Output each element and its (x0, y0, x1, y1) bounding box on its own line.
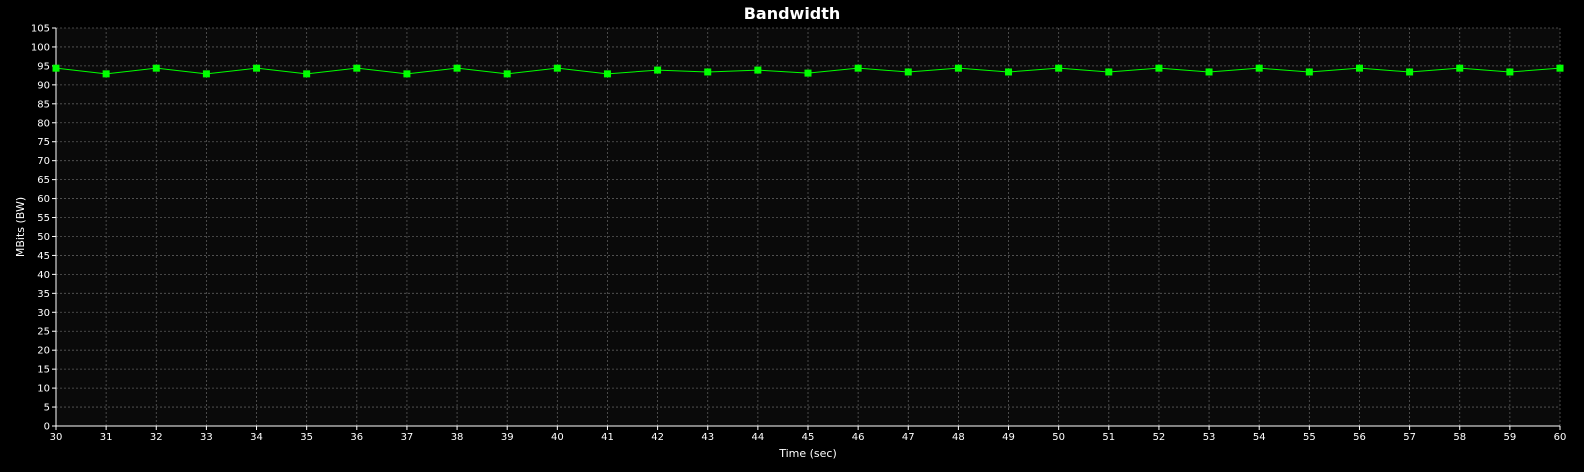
y-tick-label: 85 (37, 99, 50, 110)
x-tick-label: 32 (150, 432, 163, 443)
data-point (1506, 68, 1514, 76)
y-tick-label: 55 (37, 213, 50, 224)
data-point (403, 70, 411, 78)
grid-lines (55, 27, 1561, 427)
data-point (1005, 68, 1013, 76)
y-tick-label: 50 (37, 232, 50, 243)
y-tick-label: 30 (37, 308, 50, 319)
data-point (503, 70, 511, 78)
data-point (904, 68, 912, 76)
y-tick-label: 75 (37, 137, 50, 148)
data-point (754, 66, 762, 74)
y-tick-label: 40 (37, 270, 50, 281)
data-point (1406, 68, 1414, 76)
x-tick-label: 44 (751, 432, 764, 443)
x-axis-ticks: 30 31 32 33 34 35 36 37 38 39 40 41 42 43 44 45 46 47 48 49… (50, 426, 1567, 443)
x-tick-label: 33 (200, 432, 213, 443)
y-tick-label: 45 (37, 251, 50, 262)
data-point (1556, 64, 1564, 72)
x-tick-label: 45 (802, 432, 815, 443)
y-tick-label: 90 (37, 80, 50, 91)
x-tick-label: 47 (902, 432, 915, 443)
axes (55, 28, 1560, 427)
x-tick-label: 52 (1153, 432, 1166, 443)
data-point (1155, 64, 1163, 72)
y-tick-label: 20 (37, 346, 50, 357)
x-tick-label: 58 (1453, 432, 1466, 443)
data-point (303, 70, 311, 78)
x-tick-label: 50 (1052, 432, 1065, 443)
x-tick-label: 51 (1102, 432, 1115, 443)
data-point (253, 64, 261, 72)
x-tick-label: 39 (501, 432, 514, 443)
data-point (704, 68, 712, 76)
data-point (1456, 64, 1464, 72)
y-tick-label: 70 (37, 156, 50, 167)
series-group (52, 64, 1564, 78)
data-point (102, 70, 110, 78)
data-point (1055, 64, 1063, 72)
data-point (453, 64, 461, 72)
data-point (654, 66, 662, 74)
y-tick-label: 100 (31, 42, 50, 53)
y-tick-label: 15 (37, 365, 50, 376)
data-point (202, 70, 210, 78)
x-tick-label: 48 (952, 432, 965, 443)
data-point (854, 64, 862, 72)
y-tick-label: 25 (37, 327, 50, 338)
data-point (1355, 64, 1363, 72)
y-tick-label: 65 (37, 175, 50, 186)
x-tick-label: 41 (601, 432, 614, 443)
x-tick-label: 53 (1203, 432, 1216, 443)
data-point (954, 64, 962, 72)
x-tick-label: 30 (50, 432, 63, 443)
y-tick-label: 105 (31, 24, 50, 35)
x-axis-label: Time (sec) (778, 447, 837, 460)
y-tick-label: 5 (44, 403, 50, 414)
y-tick-label: 60 (37, 194, 50, 205)
data-point (1255, 64, 1263, 72)
data-point (804, 69, 812, 77)
x-tick-label: 34 (250, 432, 263, 443)
plot-area (56, 28, 1560, 426)
x-tick-label: 49 (1002, 432, 1015, 443)
x-tick-label: 36 (350, 432, 363, 443)
data-point (1205, 68, 1213, 76)
x-tick-label: 37 (401, 432, 414, 443)
data-point (1305, 68, 1313, 76)
x-tick-label: 55 (1303, 432, 1316, 443)
x-tick-label: 35 (300, 432, 313, 443)
x-tick-label: 38 (451, 432, 464, 443)
x-tick-label: 57 (1403, 432, 1416, 443)
y-axis-label: MBits (BW) (14, 197, 27, 257)
x-tick-label: 59 (1503, 432, 1516, 443)
chart-title: Bandwidth (744, 4, 841, 23)
x-tick-label: 60 (1554, 432, 1567, 443)
data-point (152, 64, 160, 72)
y-tick-label: 10 (37, 384, 50, 395)
x-tick-label: 40 (551, 432, 564, 443)
data-point (1105, 68, 1113, 76)
y-axis-ticks: 0 5 10 15 20 25 30 35 40 45 50 55 60 65 70 75 80 85 90 95 10… (31, 24, 56, 433)
y-tick-label: 80 (37, 118, 50, 129)
y-tick-label: 35 (37, 289, 50, 300)
x-tick-label: 56 (1353, 432, 1366, 443)
y-tick-label: 0 (44, 422, 50, 433)
x-tick-label: 43 (701, 432, 714, 443)
x-tick-label: 31 (100, 432, 113, 443)
x-tick-label: 46 (852, 432, 865, 443)
data-point (603, 70, 611, 78)
x-tick-label: 42 (651, 432, 664, 443)
data-point (353, 64, 361, 72)
y-tick-label: 95 (37, 61, 50, 72)
data-point (553, 64, 561, 72)
data-point (52, 64, 60, 72)
x-tick-label: 54 (1253, 432, 1266, 443)
